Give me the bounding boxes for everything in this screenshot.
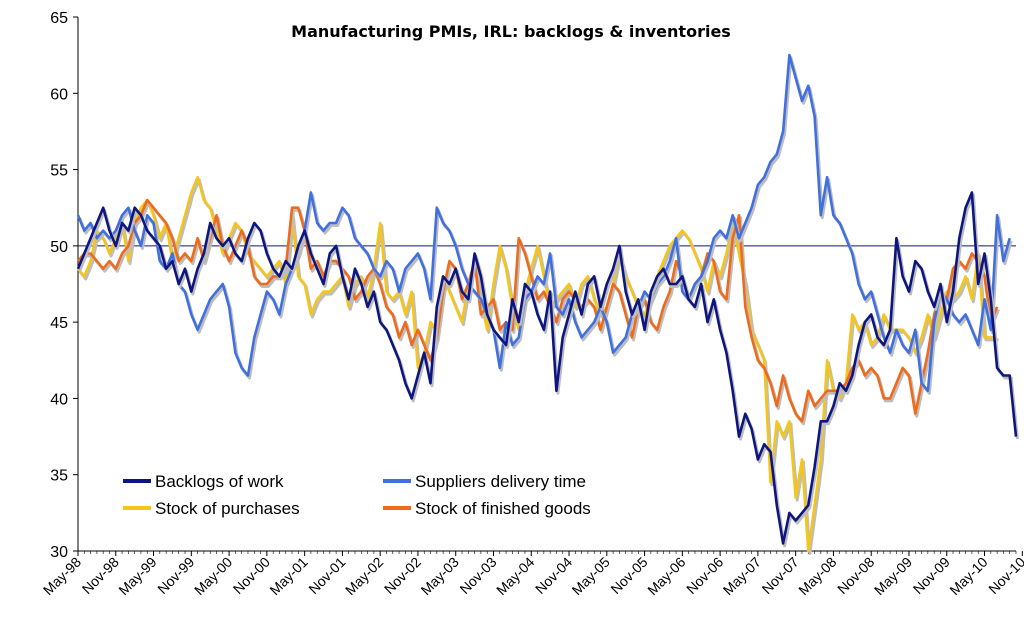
x-tick-label: Nov-08	[834, 554, 877, 597]
y-tick-label: 65	[50, 10, 68, 27]
x-tick-label: Nov-05	[607, 554, 650, 597]
y-tick-label: 60	[50, 86, 68, 103]
x-tick-label: May-04	[493, 554, 537, 598]
x-tick-label: Nov-02	[381, 554, 424, 597]
x-tick-label: Nov-07	[759, 554, 802, 597]
series-line-stock-of-finished-goods	[76, 198, 999, 423]
y-tick-label: 35	[50, 468, 68, 485]
x-tick-label: Nov-98	[79, 554, 122, 597]
series-lines	[76, 53, 1019, 555]
legend-label-suppliers: Suppliers delivery time	[415, 472, 586, 491]
y-tick-label: 30	[50, 544, 68, 561]
x-tick-label: Nov-01	[305, 554, 348, 597]
legend: Backlogs of work Suppliers delivery time…	[123, 472, 591, 518]
y-tick-label: 55	[50, 163, 68, 180]
legend-label-backlogs: Backlogs of work	[155, 472, 284, 491]
x-tick-label: Nov-03	[456, 554, 499, 597]
x-tick-label: Nov-00	[230, 554, 273, 597]
x-tick-label: May-99	[115, 554, 159, 598]
x-tick-label: May-03	[418, 554, 462, 598]
x-tick-label: Nov-09	[910, 554, 953, 597]
x-tick-label: May-02	[342, 554, 386, 598]
x-tick-label: May-07	[720, 554, 764, 598]
x-tick-label: Nov-99	[154, 554, 197, 597]
x-tick-label: Nov-10	[985, 554, 1024, 597]
x-tick-label: May-10	[946, 554, 990, 598]
y-tick-label: 50	[50, 239, 68, 256]
legend-label-finished-goods: Stock of finished goods	[415, 499, 591, 518]
legend-label-stock-purchases: Stock of purchases	[155, 499, 300, 518]
x-tick-label: May-05	[569, 554, 613, 598]
x-tick-label: May-06	[644, 554, 688, 598]
x-tick-label: Nov-04	[532, 554, 575, 597]
chart-title: Manufacturing PMIs, IRL: backlogs & inve…	[291, 22, 731, 41]
series-line-suppliers-delivery-time	[76, 53, 1011, 393]
y-tick-label: 45	[50, 315, 68, 332]
x-tick-label: Nov-06	[683, 554, 726, 597]
x-tick-label: May-09	[871, 554, 915, 598]
x-tick-label: May-00	[191, 554, 235, 598]
x-tick-label: May-08	[795, 554, 839, 598]
y-tick-label: 40	[50, 391, 68, 408]
series-line-backlogs-of-work	[76, 191, 1018, 545]
x-tick-label: May-01	[266, 554, 310, 598]
